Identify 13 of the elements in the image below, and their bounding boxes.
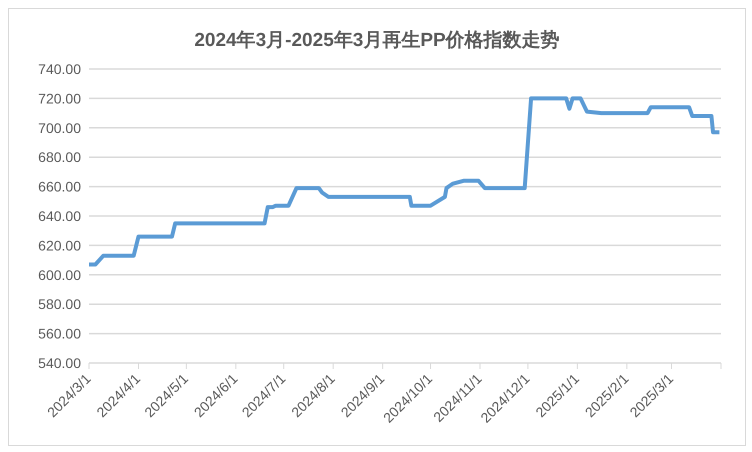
y-tick-label: 720.00 <box>38 90 82 106</box>
y-tick-label: 700.00 <box>38 120 82 136</box>
y-tick-label: 640.00 <box>38 208 82 224</box>
y-tick-label: 540.00 <box>38 354 82 371</box>
chart-title: 2024年3月-2025年3月再生PP价格指数走势 <box>193 28 561 53</box>
y-tick-label: 600.00 <box>38 266 82 283</box>
y-tick-label: 660.00 <box>38 178 82 195</box>
y-tick-label: 620.00 <box>38 237 82 254</box>
y-tick-label: 680.00 <box>38 149 82 166</box>
y-tick-label: 740.00 <box>38 60 82 77</box>
y-tick-label: 580.00 <box>38 296 82 312</box>
y-tick-label: 560.00 <box>38 326 82 342</box>
line-series <box>89 96 721 267</box>
